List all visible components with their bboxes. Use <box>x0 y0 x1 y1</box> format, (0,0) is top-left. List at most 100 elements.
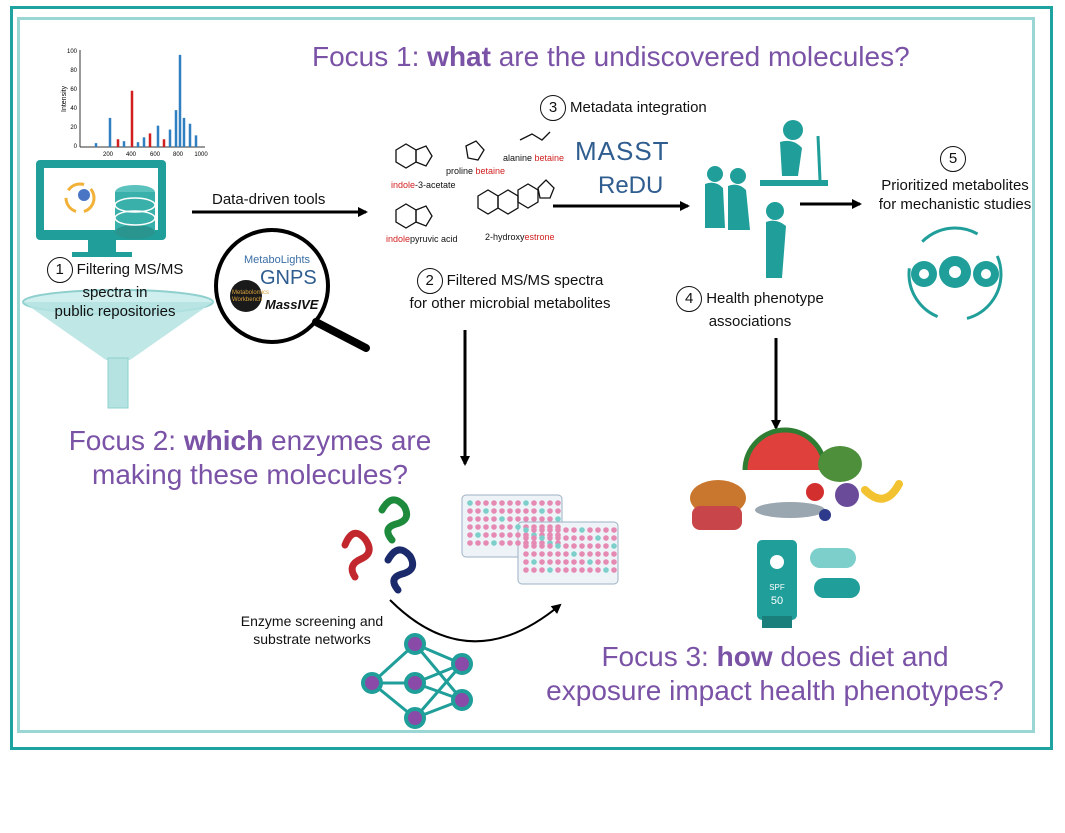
well <box>539 535 545 541</box>
well <box>491 524 497 530</box>
redu-logo: ReDU <box>598 172 664 199</box>
data-driven-tools-label: Data-driven tools <box>212 191 326 208</box>
workbench-logo: Metabolomics Workbench <box>232 290 270 303</box>
well <box>611 527 617 533</box>
well <box>483 500 489 506</box>
molecule-indole-3-acetate: indole-3-acetate <box>391 180 456 190</box>
spectrum-ylabel: Intensity <box>61 85 68 112</box>
well <box>603 567 609 573</box>
well <box>539 500 545 506</box>
gnps-logo: GNPS <box>260 267 317 289</box>
well <box>499 532 505 538</box>
xtick: 600 <box>150 152 161 158</box>
well <box>531 551 537 557</box>
step2-label: 2 Filtered MS/MS spectra for other microb… <box>380 268 640 313</box>
well <box>483 540 489 546</box>
well <box>611 567 617 573</box>
well <box>523 508 529 514</box>
well <box>579 567 585 573</box>
well <box>563 551 569 557</box>
well <box>571 551 577 557</box>
well <box>587 559 593 565</box>
well <box>571 559 577 565</box>
well <box>523 551 529 557</box>
well <box>531 508 537 514</box>
well <box>539 527 545 533</box>
well <box>555 527 561 533</box>
well <box>499 508 505 514</box>
molecule-alanine-betaine: alanine betaine <box>503 153 565 163</box>
arrow-curved-screening <box>389 599 562 643</box>
well <box>467 532 473 538</box>
well <box>531 516 537 522</box>
sunscreen-brand: SPF <box>769 583 785 592</box>
ytick: 80 <box>70 68 77 74</box>
ytick: 100 <box>67 49 78 55</box>
ytick: 40 <box>70 106 77 112</box>
well <box>587 527 593 533</box>
magnifier-icon <box>214 228 370 352</box>
well <box>547 500 553 506</box>
well <box>563 543 569 549</box>
well <box>555 535 561 541</box>
well <box>555 551 561 557</box>
well <box>603 551 609 557</box>
well <box>531 543 537 549</box>
well <box>555 508 561 514</box>
step1-label: 1 Filtering MS/MS spectra in public repos… <box>30 257 200 321</box>
well <box>499 524 505 530</box>
focus3-title: Focus 3: how does diet and exposure impa… <box>546 641 1004 706</box>
well <box>603 527 609 533</box>
well <box>571 543 577 549</box>
well <box>523 535 529 541</box>
well <box>555 559 561 565</box>
well <box>475 540 481 546</box>
enzyme-structures-icon <box>341 496 417 594</box>
well <box>483 524 489 530</box>
well <box>491 508 497 514</box>
well <box>547 543 553 549</box>
well <box>531 567 537 573</box>
well <box>499 516 505 522</box>
well <box>507 532 513 538</box>
step2-number: 2 <box>416 268 443 294</box>
inner-frame <box>17 17 1035 733</box>
well <box>571 535 577 541</box>
outer-frame <box>10 6 1053 750</box>
well <box>507 500 513 506</box>
well <box>547 567 553 573</box>
well <box>507 540 513 546</box>
computer-database-icon <box>36 160 166 257</box>
well <box>547 516 553 522</box>
well <box>595 559 601 565</box>
well <box>563 559 569 565</box>
ytick: 20 <box>70 125 77 131</box>
well <box>555 567 561 573</box>
well <box>595 527 601 533</box>
well <box>555 500 561 506</box>
well <box>555 543 561 549</box>
well <box>515 532 521 538</box>
well <box>483 516 489 522</box>
well <box>579 551 585 557</box>
sunscreen-value: 50 <box>771 595 783 607</box>
well <box>523 543 529 549</box>
well <box>547 508 553 514</box>
well <box>483 532 489 538</box>
well <box>539 543 545 549</box>
molecule-proline-betaine: proline betaine <box>446 166 506 176</box>
well <box>539 551 545 557</box>
well <box>587 543 593 549</box>
well <box>523 500 529 506</box>
massive-logo: MassIVE <box>265 297 319 312</box>
step4-label: 4 Health phenotype associations <box>660 286 840 331</box>
well <box>611 543 617 549</box>
metabolights-logo: MetaboLights <box>244 254 311 266</box>
mass-spectrum: Intensity m/z 100 80 60 40 20 0 200 400 … <box>61 49 208 168</box>
well <box>491 500 497 506</box>
xtick: 1000 <box>194 152 208 158</box>
well <box>563 567 569 573</box>
well <box>491 516 497 522</box>
well <box>579 527 585 533</box>
